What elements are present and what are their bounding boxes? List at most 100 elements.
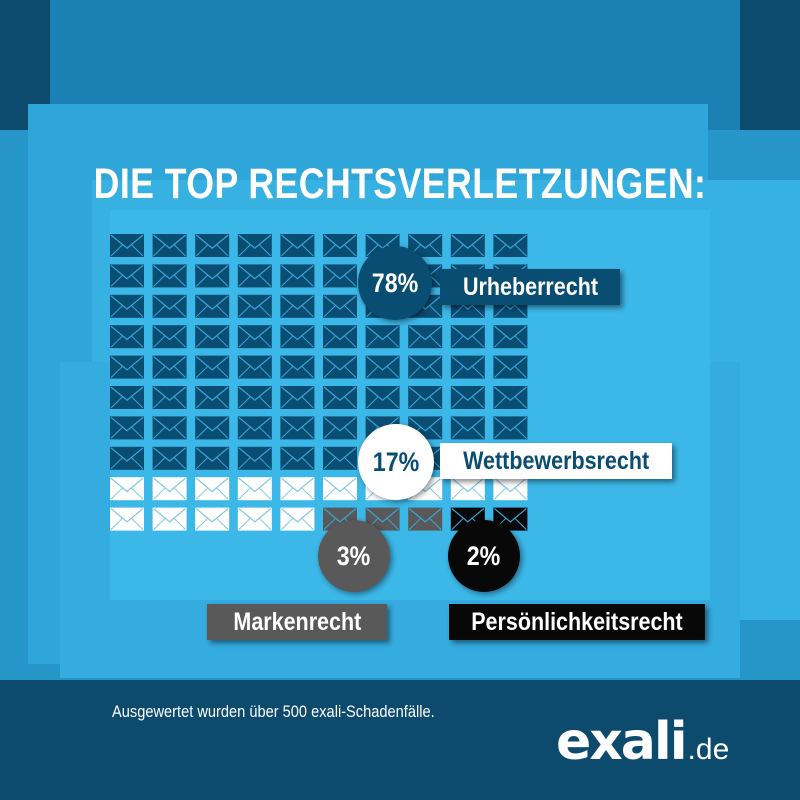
envelope-icon-urheberrecht <box>237 234 272 257</box>
envelope-icon-urheberrecht <box>365 386 400 409</box>
envelope-icon-urheberrecht <box>493 416 528 440</box>
envelope-icon-urheberrecht <box>195 446 230 470</box>
envelope-icon-urheberrecht <box>195 325 230 349</box>
envelope-icon-urheberrecht <box>408 234 443 257</box>
envelope-icon-urheberrecht <box>450 355 485 379</box>
envelope-icon-urheberrecht <box>365 355 400 379</box>
envelope-icon-urheberrecht <box>110 325 144 349</box>
bubble-wettbewerbsrecht: 17% <box>358 424 434 500</box>
envelope-icon-wettbewerbsrecht <box>152 477 187 501</box>
envelope-icon-urheberrecht <box>237 355 272 379</box>
envelope-icon-urheberrecht <box>493 234 528 257</box>
envelope-icon-urheberrecht <box>323 264 357 288</box>
envelope-icon-urheberrecht <box>365 325 400 349</box>
envelope-icon-urheberrecht <box>152 386 187 409</box>
envelope-icon-wettbewerbsrecht <box>280 507 315 531</box>
envelope-icon-urheberrecht <box>195 416 230 440</box>
envelope-icon-urheberrecht <box>280 234 315 257</box>
chart-title: DIE TOP RECHTSVERLETZUNGEN: <box>93 160 707 208</box>
envelope-icon-urheberrecht <box>152 294 187 318</box>
envelope-icon-urheberrecht <box>195 294 230 318</box>
envelope-icon-urheberrecht <box>152 355 187 379</box>
envelope-icon-urheberrecht <box>450 234 485 257</box>
footnote: Ausgewertet wurden über 500 exali-Schade… <box>112 702 435 721</box>
envelope-icon-urheberrecht <box>280 325 315 349</box>
envelope-icon-urheberrecht <box>280 386 315 409</box>
envelope-icon-urheberrecht <box>110 446 144 470</box>
envelope-icon-urheberrecht <box>195 234 230 257</box>
envelope-icon-urheberrecht <box>237 325 272 349</box>
envelope-icon-urheberrecht <box>152 234 187 257</box>
envelope-icon-urheberrecht <box>110 386 144 409</box>
bubble-markenrecht: 3% <box>318 520 390 592</box>
envelope-icon-urheberrecht <box>280 416 315 440</box>
envelope-icon-wettbewerbsrecht <box>110 507 144 531</box>
envelope-icon-urheberrecht <box>450 325 485 349</box>
envelope-icon-urheberrecht <box>408 386 443 409</box>
envelope-icon-urheberrecht <box>493 325 528 349</box>
envelope-icon-wettbewerbsrecht <box>237 477 272 501</box>
envelope-icon-urheberrecht <box>110 264 144 288</box>
logo-tld: .de <box>687 733 730 766</box>
envelope-icon-urheberrecht <box>110 234 144 257</box>
envelope-icon-wettbewerbsrecht <box>110 477 144 501</box>
envelope-icon-urheberrecht <box>237 386 272 409</box>
envelope-icon-urheberrecht <box>450 386 485 409</box>
envelope-icon-urheberrecht <box>450 416 485 440</box>
envelope-icon-markenrecht <box>408 507 443 531</box>
envelope-icon-urheberrecht <box>110 294 144 318</box>
logo-main: exali <box>556 712 688 772</box>
envelope-icon-wettbewerbsrecht <box>152 507 187 531</box>
label-persoenlichkeitsrecht-text: Persönlichkeitsrecht <box>471 608 683 636</box>
envelope-icon-urheberrecht <box>152 264 187 288</box>
envelope-icon-urheberrecht <box>280 294 315 318</box>
envelope-icon-urheberrecht <box>195 355 230 379</box>
label-urheberrecht: Urheberrecht <box>440 269 620 305</box>
label-markenrecht: Markenrecht <box>207 604 387 640</box>
value-urheberrecht: 78% <box>371 268 419 298</box>
value-wettbewerbsrecht: 17% <box>372 447 420 477</box>
label-wettbewerbsrecht: Wettbewerbsrecht <box>440 443 672 479</box>
envelope-icon-urheberrecht <box>280 355 315 379</box>
envelope-icon-urheberrecht <box>237 446 272 470</box>
envelope-icon-urheberrecht <box>280 446 315 470</box>
envelope-icon-urheberrecht <box>408 355 443 379</box>
bubble-urheberrecht: 78% <box>358 246 432 320</box>
label-wettbewerbsrecht-text: Wettbewerbsrecht <box>462 447 649 475</box>
envelope-icon-urheberrecht <box>110 355 144 379</box>
envelope-icon-urheberrecht <box>323 386 357 409</box>
envelope-icon-urheberrecht <box>323 416 357 440</box>
envelope-icon-wettbewerbsrecht <box>237 507 272 531</box>
envelope-icon-urheberrecht <box>280 264 315 288</box>
label-urheberrecht-text: Urheberrecht <box>462 273 598 301</box>
envelope-icon-urheberrecht <box>237 416 272 440</box>
envelope-icon-urheberrecht <box>110 416 144 440</box>
envelope-icon-urheberrecht <box>195 386 230 409</box>
envelope-icon-urheberrecht <box>408 325 443 349</box>
envelope-icon-urheberrecht <box>237 294 272 318</box>
envelope-icon-wettbewerbsrecht <box>493 477 528 501</box>
envelope-icon-wettbewerbsrecht <box>195 507 230 531</box>
envelope-icon-wettbewerbsrecht <box>280 477 315 501</box>
envelope-icon-urheberrecht <box>323 234 357 257</box>
value-persoenlichkeitsrecht: 2% <box>467 541 501 571</box>
envelope-icon-markenrecht <box>365 507 400 531</box>
envelope-icon-urheberrecht <box>323 325 357 349</box>
envelope-icon-urheberrecht <box>152 416 187 440</box>
bubble-persoenlichkeitsrecht: 2% <box>448 520 520 592</box>
envelope-icon-urheberrecht <box>323 446 357 470</box>
envelope-icon-urheberrecht <box>493 355 528 379</box>
envelope-icon-urheberrecht <box>195 264 230 288</box>
envelope-icon-wettbewerbsrecht <box>195 477 230 501</box>
envelope-icon-wettbewerbsrecht <box>323 477 357 501</box>
bg-panel-bottom <box>0 680 800 800</box>
envelope-icon-urheberrecht <box>237 264 272 288</box>
envelope-icon-urheberrecht <box>323 294 357 318</box>
envelope-icon-urheberrecht <box>323 355 357 379</box>
envelope-icon-urheberrecht <box>152 325 187 349</box>
label-persoenlichkeitsrecht: Persönlichkeitsrecht <box>449 604 705 640</box>
envelope-icon-urheberrecht <box>152 446 187 470</box>
envelope-icon-urheberrecht <box>493 386 528 409</box>
